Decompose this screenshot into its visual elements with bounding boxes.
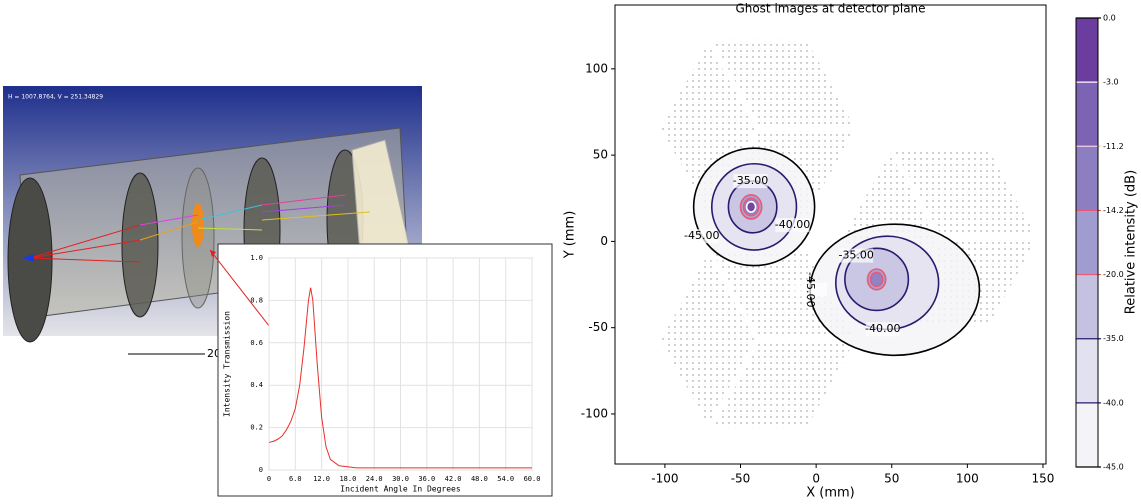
colorbar-label: Relative intensity (dB) [1124,170,1139,314]
colorbar-tick-label: -11.2 [1103,142,1124,151]
x-tick-label: 0 [812,472,820,486]
x-tick-label: -50 [731,472,751,486]
render-coords: H = 1007.8764, V = 251.34829 [8,94,103,101]
colorbar-band [1076,82,1098,146]
contour-chart: -45.00-40.00-35.00-45.00-40.00-35.00-100… [563,2,1139,501]
x-tick-label: 50 [884,472,899,486]
x-axis-label: X (mm) [806,486,855,501]
colorbar-tick-label: -45.0 [1103,463,1124,472]
x-tick-label: 48.0 [471,475,488,483]
chart-title: Ghost images at detector plane [735,2,925,16]
x-tick-label: 42.0 [445,475,462,483]
contour [747,202,756,212]
x-tick-label: 6.0 [289,475,302,483]
colorbar-tick-label: -40.0 [1103,398,1124,407]
contour-label: -40.00 [865,322,900,335]
colorbar-band [1076,275,1098,339]
x-tick-label: 0 [267,475,271,483]
y-tick-label: 0.6 [250,339,263,347]
x-tick-label: 24.0 [366,475,383,483]
colorbar-tick-label: -14.2 [1103,206,1124,215]
colorbar-tick-label: -35.0 [1103,334,1124,343]
x-tick-label: -100 [651,472,678,486]
x-tick-label: 12.0 [313,475,330,483]
contour-label: -45.00 [804,272,817,307]
contour-label: -40.00 [775,218,810,231]
colorbar-band [1076,210,1098,274]
x-tick-label: 30.0 [392,475,409,483]
x-tick-label: 18.0 [339,475,356,483]
y-tick-label: 0.4 [250,381,263,389]
colorbar-band [1076,146,1098,210]
inset-chart: 0 6.0 12.0 18.0 24.0 30.0 36.0 42.0 48.0 54.0 60.0… [223,254,541,494]
colorbar-tick-label: -3.0 [1103,78,1119,87]
contour-label: -45.00 [684,229,719,242]
colorbar-band [1076,403,1098,467]
x-tick-label: 36.0 [418,475,435,483]
x-tick-label: 60.0 [524,475,541,483]
y-tick-label: 1.0 [250,254,263,262]
y-axis-label: Y (mm) [563,211,578,260]
y-tick-label: 50 [593,148,608,162]
colorbar-tick-label: -20.0 [1103,270,1124,279]
y-tick-label: 0.8 [250,296,263,304]
y-axis-label: Intensity Transmission [223,311,232,417]
y-tick-label: 0 [259,466,263,474]
colorbar-band [1076,18,1098,82]
contour-label: -35.00 [733,174,768,187]
contour [871,272,883,286]
y-tick-label: 0.2 [250,424,263,432]
contour-label: -35.00 [838,249,873,262]
x-tick-label: 54.0 [497,475,514,483]
y-tick-label: 0 [600,234,608,248]
colorbar-tick-label: 0.0 [1103,14,1116,23]
y-tick-label: -50 [588,320,608,334]
x-tick-label: 100 [956,472,979,486]
x-axis-label: Incident Angle In Degrees [340,485,461,494]
y-tick-label: -100 [581,406,608,420]
colorbar-band [1076,339,1098,403]
y-tick-label: 100 [585,61,608,75]
page: H = 1007.8764, V = 251.34829 20 06.012.0… [0,0,1141,504]
x-tick-label: 150 [1032,472,1055,486]
